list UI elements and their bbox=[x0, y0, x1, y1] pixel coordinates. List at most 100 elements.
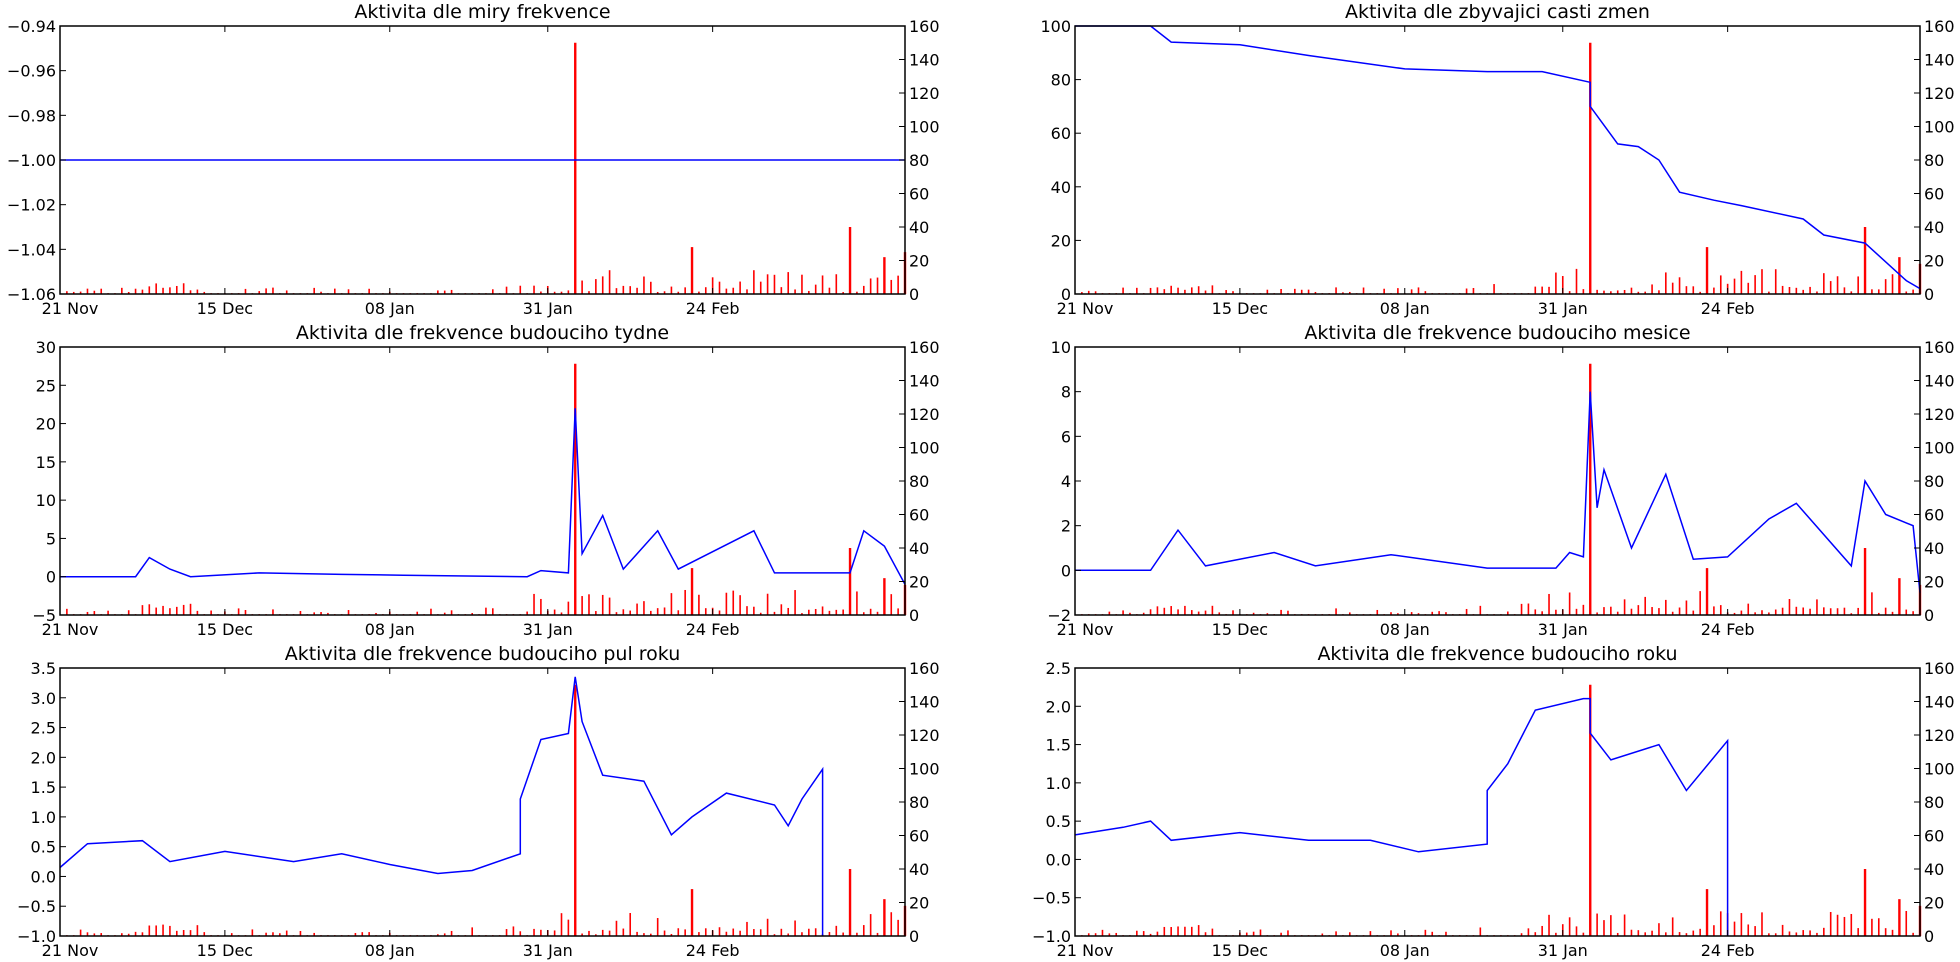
activity-bar bbox=[1225, 290, 1227, 294]
y-tick-label: 0.0 bbox=[31, 867, 56, 886]
activity-bar bbox=[1266, 613, 1269, 615]
activity-bar bbox=[656, 291, 659, 294]
activity-bar bbox=[581, 933, 583, 936]
activity-peak-bar bbox=[1863, 869, 1867, 936]
activity-bar bbox=[670, 593, 673, 615]
activity-bar bbox=[1829, 912, 1832, 936]
activity-bar bbox=[1685, 933, 1688, 936]
activity-bar bbox=[1397, 933, 1399, 936]
activity-bar bbox=[718, 281, 721, 294]
activity-bar bbox=[203, 932, 206, 936]
chart-title: Aktivita dle frekvence budouciho tydne bbox=[296, 322, 669, 344]
activity-bar bbox=[1575, 268, 1578, 294]
activity-bar bbox=[1713, 925, 1715, 936]
activity-bar bbox=[1877, 612, 1880, 615]
activity-bar bbox=[1170, 285, 1172, 294]
activity-bar bbox=[808, 609, 810, 615]
activity-bar bbox=[615, 920, 618, 936]
activity-bar bbox=[1534, 286, 1537, 294]
activity-bar bbox=[704, 928, 707, 936]
x-tick-label: 15 Dec bbox=[197, 941, 253, 960]
activity-bar bbox=[347, 610, 350, 615]
activity-bar bbox=[828, 610, 831, 615]
activity-bar bbox=[1294, 288, 1296, 294]
activity-bar bbox=[1156, 606, 1159, 615]
y-tick-label: −0.96 bbox=[7, 62, 56, 81]
activity-bar bbox=[856, 291, 858, 294]
y-tick-label: 30 bbox=[36, 338, 56, 357]
activity-bar bbox=[615, 288, 618, 294]
chart-panel-4: Aktivita dle frekvence budouciho mesice 1… bbox=[1047, 322, 1954, 639]
y-tick-label: 20 bbox=[36, 415, 56, 434]
activity-bar bbox=[272, 609, 274, 615]
activity-bar bbox=[1713, 287, 1715, 294]
activity-bar bbox=[443, 933, 446, 936]
activity-bar bbox=[1342, 292, 1344, 294]
activity-peak-bar bbox=[1589, 42, 1592, 294]
activity-bar bbox=[553, 291, 556, 294]
activity-bar bbox=[1287, 930, 1289, 936]
y-tick-label: −0.98 bbox=[7, 106, 56, 125]
activity-bar bbox=[471, 613, 473, 615]
activity-peak-bar bbox=[574, 363, 577, 615]
x-tick-label: 24 Feb bbox=[686, 299, 740, 318]
y-tick-label: 10 bbox=[36, 491, 56, 510]
activity-bar bbox=[814, 284, 817, 294]
activity-bar bbox=[1383, 288, 1385, 294]
chart-title: Aktivita dle frekvence budouciho roku bbox=[1317, 643, 1677, 665]
activity-bar bbox=[560, 612, 563, 615]
activity-bar bbox=[1733, 921, 1736, 936]
activity-peak-bar bbox=[1705, 889, 1709, 936]
activity-bar bbox=[862, 285, 865, 294]
activity-bar bbox=[1280, 288, 1282, 294]
activity-bar bbox=[230, 933, 233, 936]
activity-bar bbox=[835, 274, 838, 294]
activity-bar bbox=[1754, 926, 1756, 936]
activity-bar bbox=[1561, 276, 1564, 294]
y-right-tick-label: 100 bbox=[909, 118, 940, 137]
activity-bar bbox=[79, 291, 82, 294]
activity-bar bbox=[1321, 933, 1324, 936]
activity-bar bbox=[1623, 914, 1626, 936]
activity-bar bbox=[1891, 274, 1894, 294]
y-tick-label: 20 bbox=[1051, 231, 1071, 250]
activity-bar bbox=[560, 913, 563, 936]
y-right-tick-label: 160 bbox=[1924, 338, 1955, 357]
activity-bar bbox=[1582, 604, 1585, 615]
activity-bar bbox=[828, 932, 831, 936]
activity-bar bbox=[1740, 270, 1743, 294]
x-tick-label: 24 Feb bbox=[686, 941, 740, 960]
activity-bar bbox=[320, 612, 322, 615]
x-tick-label: 31 Jan bbox=[523, 941, 573, 960]
activity-bar bbox=[505, 286, 508, 294]
activity-line bbox=[59, 676, 824, 936]
activity-bar bbox=[1802, 930, 1805, 936]
activity-bar bbox=[1211, 928, 1214, 936]
activity-bar bbox=[1857, 607, 1859, 615]
activity-bar bbox=[416, 611, 419, 615]
y-right-tick-label: 80 bbox=[909, 151, 929, 170]
activity-bar bbox=[492, 289, 494, 294]
activity-bar bbox=[897, 608, 899, 615]
activity-bar bbox=[1843, 916, 1846, 936]
activity-bar bbox=[93, 611, 96, 615]
activity-bar bbox=[1534, 609, 1537, 615]
activity-bar bbox=[856, 932, 858, 936]
activity-bar bbox=[897, 275, 899, 294]
activity-bar bbox=[670, 933, 673, 936]
activity-bar bbox=[1197, 925, 1200, 936]
y-right-tick-label: 40 bbox=[1924, 860, 1944, 879]
y-tick-label: 2.5 bbox=[31, 719, 56, 738]
activity-bar bbox=[66, 608, 68, 615]
activity-bar bbox=[1637, 291, 1640, 294]
activity-bar bbox=[1177, 926, 1179, 936]
x-tick-label: 08 Jan bbox=[365, 620, 415, 639]
activity-bar bbox=[1163, 926, 1166, 936]
activity-bar bbox=[333, 288, 336, 294]
activity-bar bbox=[1719, 911, 1722, 936]
activity-bar bbox=[1630, 929, 1633, 936]
activity-bar bbox=[1671, 282, 1674, 294]
activity-bar bbox=[1788, 287, 1791, 294]
activity-bar bbox=[1823, 927, 1825, 936]
activity-bar bbox=[134, 931, 137, 936]
